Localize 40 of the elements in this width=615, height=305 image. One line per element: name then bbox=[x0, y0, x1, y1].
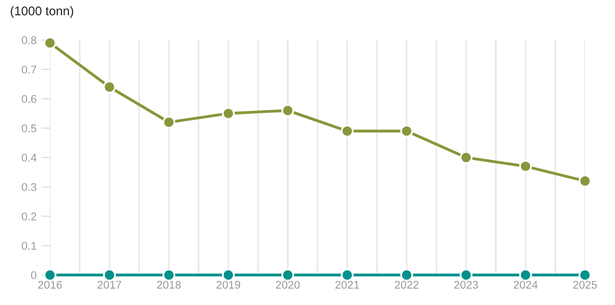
y-tick-label: 0.8 bbox=[22, 36, 36, 44]
point bbox=[162, 116, 176, 129]
y-tick-label: 0 bbox=[31, 271, 36, 280]
y-tick-label: 0.5 bbox=[22, 124, 36, 132]
point bbox=[103, 268, 116, 282]
y-tick-label: 0.6 bbox=[22, 95, 36, 103]
y-tick-label: 0.4 bbox=[22, 154, 36, 162]
x-tick-label: 2025 bbox=[573, 280, 597, 289]
x-tick-label: 2022 bbox=[394, 280, 418, 289]
point bbox=[281, 104, 294, 117]
x-tick-label: 2020 bbox=[276, 280, 300, 289]
point bbox=[340, 268, 354, 282]
point bbox=[460, 268, 472, 282]
x-tick-label: 2021 bbox=[335, 280, 360, 289]
point bbox=[460, 151, 472, 164]
point bbox=[519, 160, 532, 173]
point bbox=[340, 124, 354, 138]
point bbox=[222, 107, 235, 120]
point bbox=[162, 268, 176, 282]
point bbox=[222, 268, 235, 282]
point bbox=[400, 124, 414, 138]
y-axis-title: (1000 tonn) bbox=[10, 6, 74, 18]
x-tick-label: 2023 bbox=[454, 280, 478, 289]
x-tick-label: 2017 bbox=[98, 280, 122, 289]
point bbox=[578, 174, 592, 188]
x-tick-label: 2024 bbox=[514, 280, 538, 289]
point bbox=[44, 268, 56, 282]
point bbox=[578, 268, 592, 282]
point bbox=[400, 268, 414, 282]
x-tick-label: 2018 bbox=[157, 280, 181, 289]
point bbox=[103, 80, 116, 94]
point bbox=[519, 268, 532, 282]
point bbox=[44, 36, 56, 50]
point bbox=[281, 268, 294, 282]
x-tick-label: 2016 bbox=[38, 280, 62, 289]
y-tick-label: 0.7 bbox=[22, 66, 36, 74]
y-tick-label: 0.3 bbox=[22, 183, 36, 192]
y-tick-label: 0.2 bbox=[22, 212, 36, 220]
x-tick-label: 2019 bbox=[216, 280, 240, 289]
y-tick-label: 0.1 bbox=[22, 242, 36, 250]
